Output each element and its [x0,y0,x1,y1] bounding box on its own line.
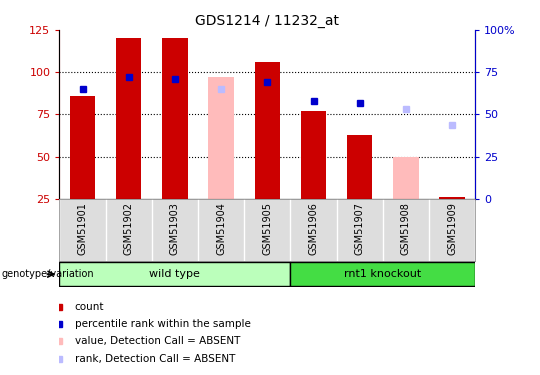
Bar [254,62,280,199]
Text: rnt1 knockout: rnt1 knockout [344,268,421,279]
Text: rank, Detection Call = ABSENT: rank, Detection Call = ABSENT [75,354,235,364]
Bar [301,111,326,199]
Bar [59,262,291,286]
Text: GSM51905: GSM51905 [262,202,272,255]
Text: count: count [75,302,104,312]
Bar [393,157,418,199]
Text: GSM51907: GSM51907 [355,202,365,255]
Bar [347,135,373,199]
Text: GSM51901: GSM51901 [78,202,87,255]
Text: percentile rank within the sample: percentile rank within the sample [75,319,251,329]
Bar [116,39,141,199]
Text: GSM51908: GSM51908 [401,202,411,255]
Text: GSM51909: GSM51909 [447,202,457,255]
Bar [291,262,475,286]
Bar [208,77,234,199]
Text: GSM51904: GSM51904 [216,202,226,255]
Text: genotype/variation: genotype/variation [1,269,94,279]
Bar [162,39,187,199]
Text: GSM51902: GSM51902 [124,202,134,255]
Text: GSM51906: GSM51906 [308,202,319,255]
Bar [440,197,465,199]
Text: value, Detection Call = ABSENT: value, Detection Call = ABSENT [75,336,240,346]
Text: GSM51903: GSM51903 [170,202,180,255]
Text: wild type: wild type [150,268,200,279]
Bar [70,96,95,199]
Title: GDS1214 / 11232_at: GDS1214 / 11232_at [195,13,339,28]
